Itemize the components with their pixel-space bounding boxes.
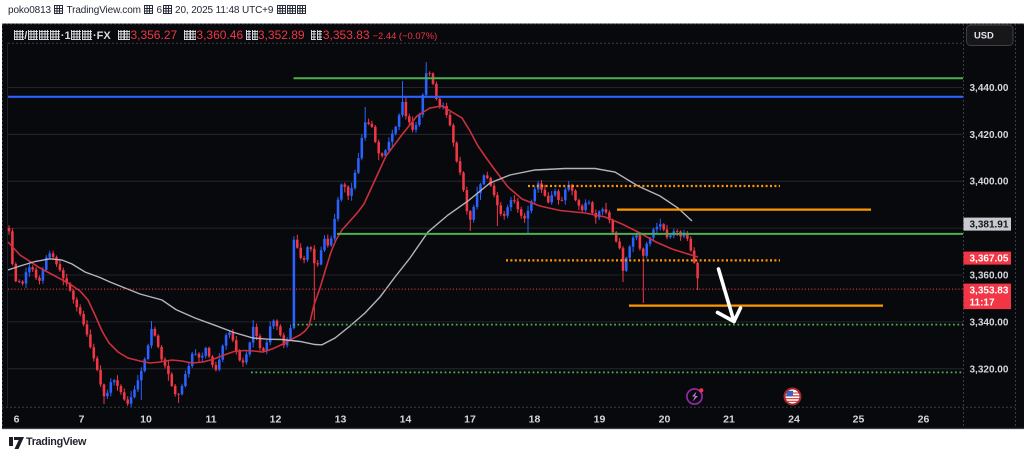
svg-text:18: 18 [529,414,541,426]
svg-text:14: 14 [400,414,412,426]
svg-text:3,367.05: 3,367.05 [970,254,1009,265]
svg-text:21: 21 [723,414,735,426]
svg-text:6: 6 [14,414,20,426]
svg-text:7: 7 [79,414,85,426]
svg-text:3,353.83: 3,353.83 [970,286,1009,297]
svg-text:13: 13 [335,414,347,426]
svg-text:11:17: 11:17 [970,298,995,309]
svg-text:19: 19 [594,414,606,426]
svg-text:3,440.00: 3,440.00 [970,83,1009,94]
svg-text:3,381.91: 3,381.91 [970,220,1009,231]
svg-text:3,340.00: 3,340.00 [970,317,1009,328]
svg-text:3,420.00: 3,420.00 [970,130,1009,141]
svg-text:USD: USD [974,30,994,41]
svg-text:10: 10 [140,414,152,426]
svg-text:3,360.00: 3,360.00 [970,271,1009,282]
svg-text:20: 20 [659,414,671,426]
svg-text:3,400.00: 3,400.00 [970,177,1009,188]
svg-text:26: 26 [918,414,930,426]
svg-text:24: 24 [788,414,800,426]
svg-text:3,320.00: 3,320.00 [970,364,1009,375]
svg-text:25: 25 [853,414,865,426]
svg-text:12: 12 [270,414,282,426]
svg-text:11: 11 [205,414,216,426]
svg-text:17: 17 [464,414,476,426]
